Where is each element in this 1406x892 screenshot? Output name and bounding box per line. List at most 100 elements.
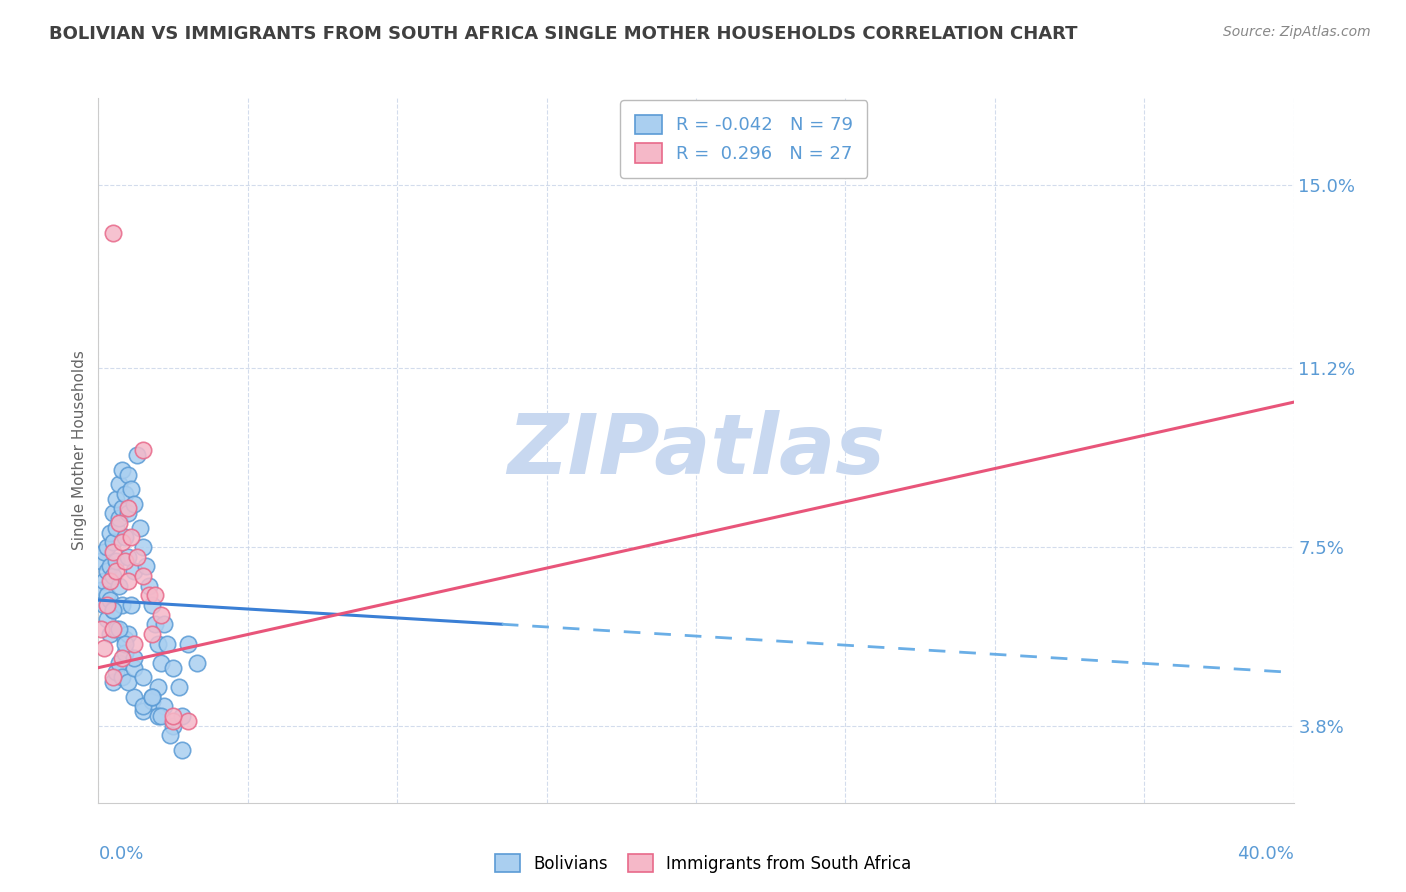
Point xyxy=(167,680,190,694)
Point xyxy=(132,569,155,583)
Point xyxy=(124,497,146,511)
Point xyxy=(108,622,131,636)
Point xyxy=(111,598,134,612)
Point xyxy=(143,588,166,602)
Point xyxy=(117,675,139,690)
Point xyxy=(132,443,155,458)
Point xyxy=(162,714,184,728)
Point xyxy=(132,670,155,684)
Point xyxy=(177,714,200,728)
Point xyxy=(127,448,149,462)
Point xyxy=(105,491,128,506)
Point xyxy=(90,583,112,598)
Point xyxy=(117,467,139,482)
Point xyxy=(141,598,163,612)
Legend: Bolivians, Immigrants from South Africa: Bolivians, Immigrants from South Africa xyxy=(488,847,918,880)
Point xyxy=(93,641,115,656)
Point xyxy=(98,559,122,574)
Point xyxy=(105,564,128,578)
Point xyxy=(114,530,136,544)
Point xyxy=(156,636,179,650)
Point xyxy=(135,559,157,574)
Point xyxy=(132,699,155,714)
Point xyxy=(96,598,118,612)
Point xyxy=(108,516,131,530)
Point xyxy=(96,564,118,578)
Point xyxy=(162,718,184,732)
Point xyxy=(96,612,118,626)
Point xyxy=(117,574,139,588)
Point xyxy=(124,564,146,578)
Point xyxy=(141,694,163,708)
Point xyxy=(98,525,122,540)
Point xyxy=(103,603,125,617)
Point xyxy=(114,646,136,660)
Point xyxy=(172,742,194,756)
Point xyxy=(103,622,125,636)
Point xyxy=(153,617,176,632)
Point xyxy=(98,627,122,641)
Point xyxy=(93,598,115,612)
Point xyxy=(111,463,134,477)
Point xyxy=(172,709,194,723)
Point xyxy=(114,636,136,650)
Point xyxy=(103,603,125,617)
Text: BOLIVIAN VS IMMIGRANTS FROM SOUTH AFRICA SINGLE MOTHER HOUSEHOLDS CORRELATION CH: BOLIVIAN VS IMMIGRANTS FROM SOUTH AFRICA… xyxy=(49,25,1078,43)
Point xyxy=(162,660,184,674)
Point xyxy=(117,627,139,641)
Point xyxy=(98,593,122,607)
Point xyxy=(148,680,170,694)
Point xyxy=(117,549,139,564)
Point xyxy=(124,651,146,665)
Point xyxy=(162,709,184,723)
Point xyxy=(93,574,115,588)
Point xyxy=(108,511,131,525)
Point xyxy=(143,617,166,632)
Text: Source: ZipAtlas.com: Source: ZipAtlas.com xyxy=(1223,25,1371,39)
Point xyxy=(103,227,125,241)
Point xyxy=(124,636,146,650)
Point xyxy=(105,521,128,535)
Text: 40.0%: 40.0% xyxy=(1237,845,1294,863)
Point xyxy=(138,579,160,593)
Point xyxy=(93,545,115,559)
Point xyxy=(98,574,122,588)
Point xyxy=(141,690,163,704)
Point xyxy=(103,675,125,690)
Point xyxy=(120,530,142,544)
Point xyxy=(114,487,136,501)
Point xyxy=(114,632,136,646)
Point xyxy=(105,554,128,568)
Point xyxy=(90,554,112,568)
Point xyxy=(103,569,125,583)
Point xyxy=(105,622,128,636)
Point xyxy=(117,506,139,520)
Point xyxy=(141,690,163,704)
Point xyxy=(120,482,142,496)
Point xyxy=(153,699,176,714)
Y-axis label: Single Mother Households: Single Mother Households xyxy=(72,351,87,550)
Point xyxy=(108,579,131,593)
Point xyxy=(96,540,118,554)
Text: 0.0%: 0.0% xyxy=(98,845,143,863)
Point xyxy=(103,506,125,520)
Point xyxy=(90,622,112,636)
Point xyxy=(108,656,131,670)
Point xyxy=(111,651,134,665)
Point xyxy=(150,709,173,723)
Point xyxy=(129,521,152,535)
Point xyxy=(111,535,134,549)
Point xyxy=(150,607,173,622)
Point xyxy=(114,554,136,568)
Point xyxy=(177,636,200,650)
Point xyxy=(96,588,118,602)
Point xyxy=(132,704,155,718)
Point xyxy=(148,709,170,723)
Point xyxy=(103,670,125,684)
Point xyxy=(186,656,208,670)
Point xyxy=(105,665,128,680)
Point xyxy=(141,627,163,641)
Point xyxy=(103,545,125,559)
Point xyxy=(117,501,139,516)
Point xyxy=(138,588,160,602)
